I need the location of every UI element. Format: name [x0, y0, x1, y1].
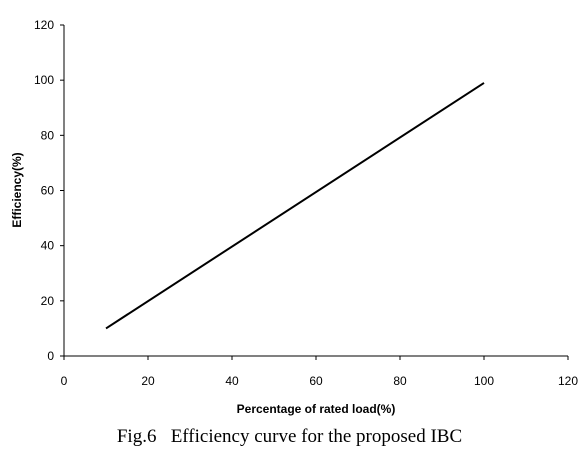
y-tick-label: 60 [41, 184, 55, 198]
efficiency-line [105, 82, 485, 330]
figure-caption: Fig.6 Efficiency curve for the proposed … [116, 426, 463, 447]
y-axis-title: Efficiency(%) [10, 152, 24, 227]
series-layer [105, 82, 485, 330]
x-tick-label: 100 [474, 374, 494, 388]
x-tick-label: 20 [141, 374, 155, 388]
y-axis-ticks: 0 20 40 60 80 100 120 [34, 18, 64, 363]
x-tick-label: 60 [309, 374, 323, 388]
x-axis-title: Percentage of rated load(%) [237, 402, 396, 416]
chart: 0 20 40 60 80 100 120 0 20 40 60 80 100 120 Percenta… [10, 18, 578, 416]
x-tick-label: 80 [393, 374, 407, 388]
y-tick-label: 80 [41, 128, 55, 142]
y-tick-label: 100 [34, 73, 54, 87]
x-tick-label: 0 [61, 374, 68, 388]
y-tick-label: 120 [34, 18, 54, 32]
y-tick-label: 20 [41, 294, 55, 308]
x-tick-label: 40 [225, 374, 239, 388]
y-tick-label: 0 [47, 349, 54, 363]
x-tick-label: 120 [558, 374, 578, 388]
y-tick-label: 40 [41, 239, 55, 253]
x-axis-ticks: 0 20 40 60 80 100 120 [61, 356, 578, 388]
